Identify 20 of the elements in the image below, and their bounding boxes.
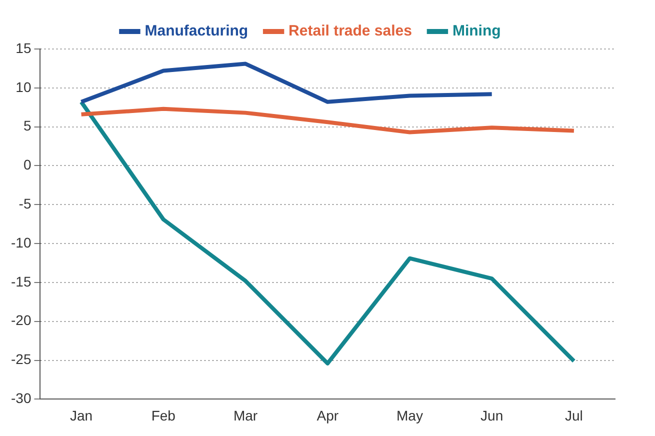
x-tick-label: May [396,407,423,424]
x-tick-label: Apr [316,407,339,424]
x-tick-label: Jan [70,407,93,424]
y-tick-label: -30 [11,390,32,406]
x-tick-label: Jul [564,407,583,424]
legend-label: Mining [452,22,501,40]
y-tick-label: -5 [18,196,32,212]
legend-label: Manufacturing [144,22,248,40]
y-tick-label: 5 [23,118,32,134]
x-tick-label: Mar [233,407,258,424]
x-tick-label: Jun [480,407,504,424]
y-tick-label: -25 [11,351,32,368]
y-tick-label: -10 [11,234,32,250]
y-tick-label: -15 [11,273,32,290]
x-tick-label: Feb [151,407,176,424]
y-tick-label: 10 [16,78,32,95]
y-tick-label: -20 [11,312,32,328]
y-tick-label: 15 [16,40,32,56]
y-tick-label: 0 [23,156,32,173]
legend-label: Retail trade sales [288,22,412,40]
